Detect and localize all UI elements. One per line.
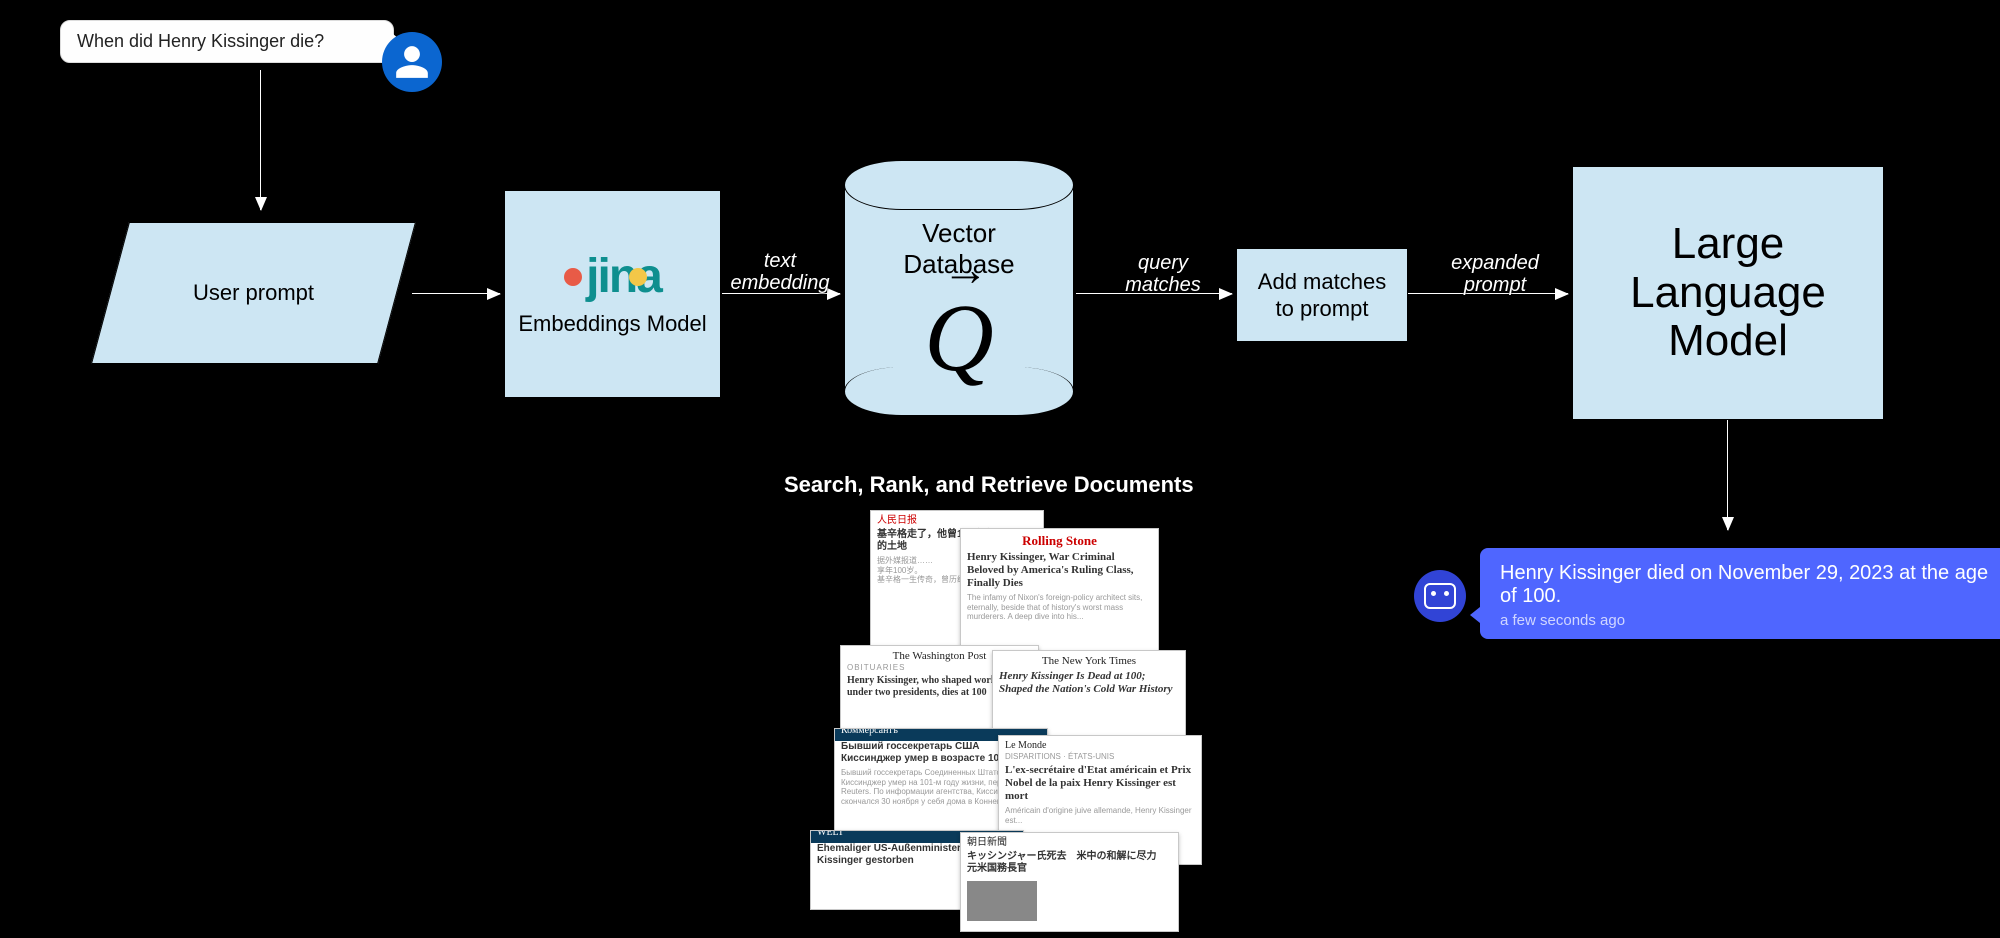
arrow-prompt-to-embed	[412, 293, 500, 294]
bot-avatar-icon	[1414, 570, 1466, 622]
user-prompt-label: User prompt	[193, 280, 314, 306]
user-speech-text: When did Henry Kissinger die?	[77, 31, 324, 51]
node-vector-database: Vector Database Q→	[844, 160, 1074, 416]
user-avatar-icon	[382, 32, 442, 92]
arrow-speech-to-prompt	[260, 70, 261, 210]
section-title: Search, Rank, and Retrieve Documents	[784, 472, 1194, 498]
diagram-stage: When did Henry Kissinger die? User promp…	[0, 0, 2000, 938]
node-llm: Large Language Model	[1572, 166, 1884, 420]
document-pile: 人民日报 基辛格走了，他曾100多次踏上中国的土地 据外媒报道…… 享年100岁…	[840, 510, 1200, 920]
label-expanded-prompt: expanded prompt	[1440, 252, 1550, 296]
llm-label-2: Language	[1630, 268, 1826, 317]
add-matches-label-1: Add matches	[1258, 269, 1386, 294]
output-text: Henry Kissinger died on November 29, 202…	[1500, 562, 2000, 608]
vector-q-symbol-icon: Q→	[924, 314, 993, 362]
jina-wordmark: jina	[586, 249, 661, 304]
arrow-llm-to-output	[1727, 420, 1728, 530]
llm-label-3: Model	[1668, 316, 1788, 365]
node-embeddings-model: jina Embeddings Model	[504, 190, 721, 398]
embeddings-model-label: Embeddings Model	[518, 310, 706, 338]
output-bubble: Henry Kissinger died on November 29, 202…	[1480, 548, 2000, 639]
user-speech-bubble: When did Henry Kissinger die?	[60, 20, 394, 63]
jina-dot-red-icon	[564, 268, 582, 286]
doc-asahi-photo	[967, 881, 1037, 921]
node-user-prompt: User prompt	[91, 222, 416, 364]
doc-asahi: 朝日新聞 キッシンジャー氏死去 米中の和解に尽力 元米国務長官	[960, 832, 1179, 932]
node-add-matches: Add matches to prompt	[1236, 248, 1408, 342]
output-timestamp: a few seconds ago	[1500, 612, 2000, 629]
label-query-matches: query matches	[1118, 252, 1208, 296]
label-text-embedding: text embedding	[730, 250, 830, 294]
add-matches-label-2: to prompt	[1276, 296, 1369, 321]
jina-logo: jina	[564, 250, 661, 304]
llm-label-1: Large	[1672, 219, 1785, 268]
